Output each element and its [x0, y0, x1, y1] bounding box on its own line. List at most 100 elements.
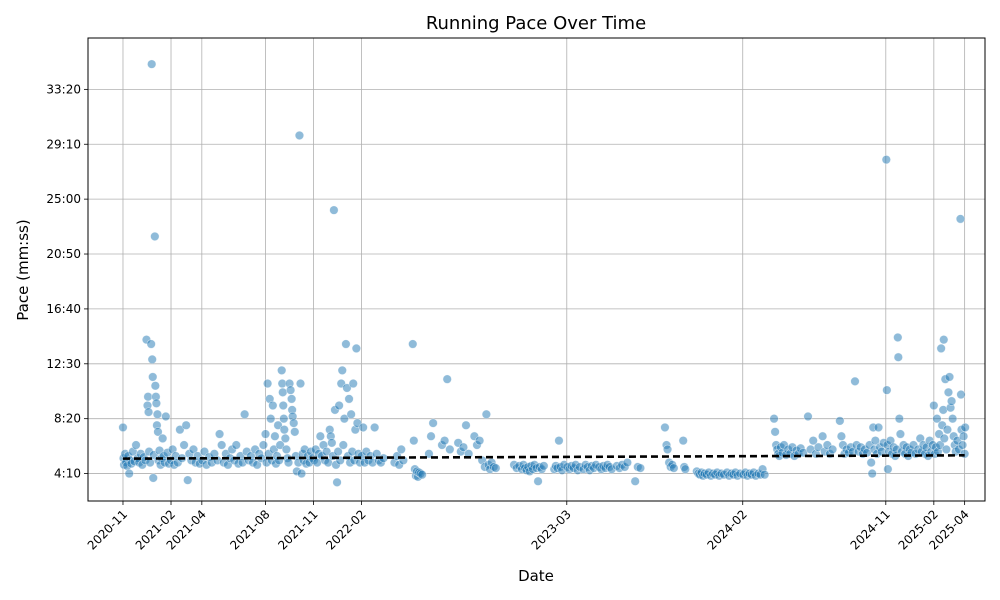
- data-point: [635, 463, 646, 473]
- data-point: [893, 352, 903, 362]
- data-point: [941, 444, 951, 455]
- y-axis-title: Pace (mm:ss): [14, 219, 32, 320]
- data-point: [214, 429, 225, 439]
- data-point: [150, 381, 160, 391]
- x-axis-title: Date: [518, 567, 554, 585]
- data-point: [960, 449, 970, 459]
- data-point: [337, 365, 347, 375]
- data-point: [283, 457, 294, 468]
- data-point: [148, 372, 158, 382]
- data-point: [533, 476, 543, 486]
- data-point: [662, 444, 673, 455]
- data-point: [143, 392, 153, 402]
- data-point: [334, 400, 344, 411]
- data-point: [769, 414, 779, 424]
- data-point: [295, 378, 306, 389]
- data-point: [939, 433, 949, 444]
- data-point: [461, 420, 471, 430]
- data-point: [333, 447, 343, 457]
- data-point: [630, 476, 640, 486]
- data-point: [929, 400, 939, 411]
- data-point: [175, 425, 185, 435]
- data-point: [867, 468, 877, 479]
- data-point: [660, 422, 670, 433]
- data-point: [944, 372, 955, 382]
- data-point: [770, 427, 780, 437]
- data-point: [260, 429, 271, 439]
- data-point: [894, 414, 904, 424]
- data-point: [893, 332, 903, 343]
- data-point: [118, 422, 128, 433]
- data-point: [240, 409, 250, 419]
- data-point: [554, 436, 564, 446]
- y-tick-label: 12:30: [46, 357, 81, 371]
- data-point: [146, 339, 156, 349]
- data-point: [158, 433, 168, 444]
- data-point: [296, 468, 307, 479]
- data-point: [883, 464, 893, 474]
- data-point: [327, 438, 337, 448]
- data-point: [939, 335, 949, 345]
- data-point: [943, 387, 954, 397]
- data-point: [474, 436, 485, 446]
- data-point: [279, 414, 289, 424]
- data-point: [873, 422, 884, 433]
- data-point: [882, 385, 892, 395]
- data-point: [622, 457, 632, 468]
- data-point: [263, 378, 273, 389]
- y-tick-label: 25:00: [46, 192, 81, 206]
- data-point: [181, 420, 191, 430]
- data-point: [442, 374, 452, 384]
- y-tick-label: 29:10: [46, 137, 81, 151]
- data-point: [803, 411, 813, 422]
- data-point: [290, 427, 300, 437]
- data-point: [285, 385, 296, 395]
- data-point: [960, 422, 970, 433]
- data-point: [428, 418, 438, 428]
- y-tick-label: 16:40: [46, 302, 81, 316]
- data-point: [258, 440, 269, 450]
- data-point: [956, 389, 966, 400]
- data-point: [161, 411, 171, 422]
- data-point: [827, 444, 838, 455]
- data-point: [808, 436, 818, 446]
- data-point: [881, 155, 891, 165]
- data-point: [481, 409, 491, 419]
- y-tick-label: 33:20: [46, 82, 81, 96]
- data-point: [277, 365, 287, 375]
- data-point: [188, 444, 199, 455]
- data-point: [417, 470, 427, 480]
- data-point: [346, 409, 356, 419]
- data-point: [183, 475, 193, 485]
- data-point: [252, 460, 262, 470]
- data-point: [358, 422, 368, 433]
- data-point: [424, 449, 434, 459]
- chart-title: Running Pace Over Time: [426, 13, 646, 34]
- grid-layer: [88, 38, 985, 501]
- y-tick-label: 4:10: [54, 467, 81, 481]
- data-point: [332, 477, 342, 487]
- data-point: [957, 440, 968, 450]
- data-point: [143, 407, 154, 417]
- data-point: [491, 463, 501, 473]
- data-point: [342, 383, 352, 393]
- data-point: [152, 409, 163, 419]
- data-point: [946, 396, 957, 406]
- data-point: [818, 431, 828, 441]
- data-point: [273, 420, 283, 430]
- data-point: [440, 436, 450, 446]
- plot-frame: [87, 37, 986, 502]
- data-point: [895, 429, 906, 439]
- data-point: [370, 422, 380, 433]
- data-point: [150, 231, 160, 242]
- data-point: [936, 343, 946, 354]
- data-point: [147, 59, 157, 69]
- data-point: [955, 214, 966, 224]
- data-point: [124, 468, 134, 479]
- data-point: [275, 440, 285, 450]
- data-point: [280, 433, 290, 444]
- data-point: [458, 442, 469, 452]
- data-point: [870, 436, 880, 446]
- data-point: [948, 414, 958, 424]
